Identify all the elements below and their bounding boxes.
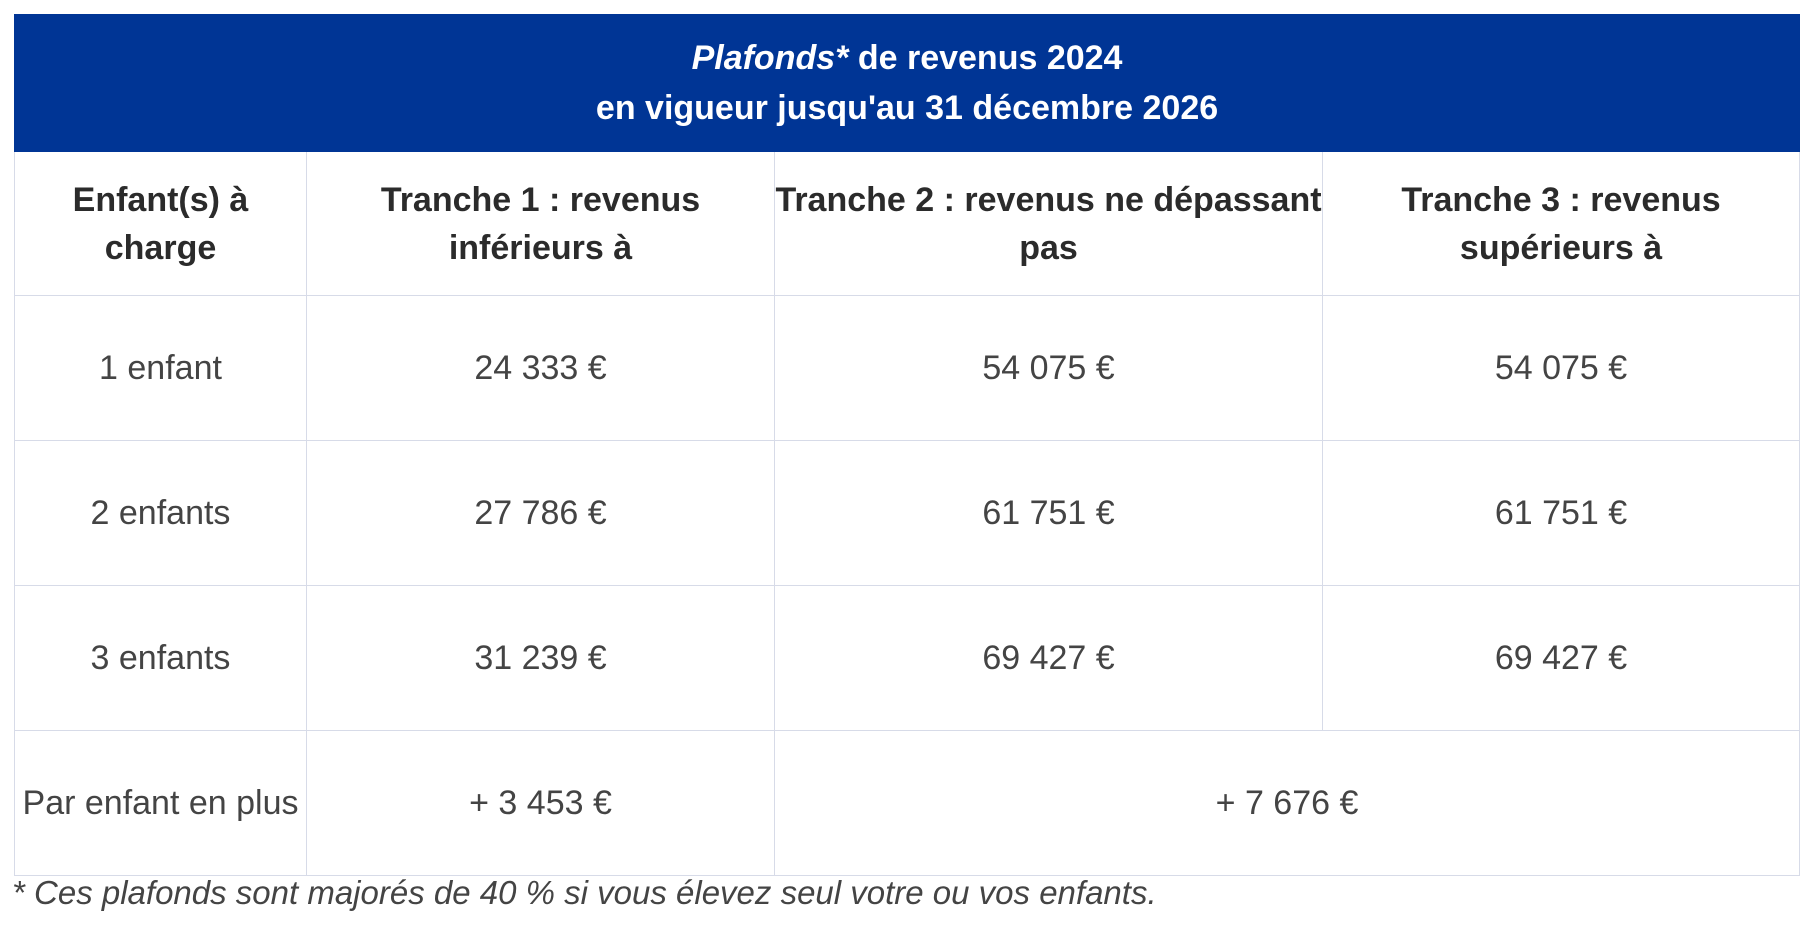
table-title-row: Plafonds* de revenus 2024 en vigueur jus… [13, 14, 1801, 152]
cell-tranche-2: 54 075 € [774, 295, 1323, 441]
cell-tranche-1: 31 239 € [306, 585, 775, 731]
cell-tranche-1: + 3 453 € [306, 730, 775, 876]
cell-tranche-2: 61 751 € [774, 440, 1323, 586]
header-tranche-1: Tranche 1 : revenus inférieurs à [306, 151, 775, 296]
footnote: * Ces plafonds sont majorés de 40 % si v… [12, 874, 1157, 911]
table-row: 3 enfants 31 239 € 69 427 € 69 427 € [14, 585, 1801, 731]
cell-tranche-3: 69 427 € [1321, 585, 1801, 731]
row-label: 1 enfant [14, 295, 307, 441]
title-rest: de revenus 2024 [848, 39, 1123, 77]
cell-tranche-1: 27 786 € [306, 440, 775, 586]
row-label: 3 enfants [14, 585, 307, 731]
header-tranche-2: Tranche 2 : revenus ne dépassant pas [774, 151, 1323, 296]
table-row: 2 enfants 27 786 € 61 751 € 61 751 € [14, 440, 1801, 586]
table-row-extra-child: Par enfant en plus + 3 453 € + 7 676 € [14, 730, 1801, 876]
cell-tranche-3: 61 751 € [1321, 440, 1801, 586]
cell-tranche-3: 54 075 € [1321, 295, 1801, 441]
cell-tranche-2: 69 427 € [774, 585, 1323, 731]
row-label: 2 enfants [14, 440, 307, 586]
header-row: Enfant(s) à charge Tranche 1 : revenus i… [14, 151, 1801, 296]
table-row: 1 enfant 24 333 € 54 075 € 54 075 € [14, 295, 1801, 441]
table-title: Plafonds* de revenus 2024 en vigueur jus… [13, 14, 1801, 152]
title-line-2: en vigueur jusqu'au 31 décembre 2026 [595, 89, 1219, 127]
cell-tranche-1: 24 333 € [306, 295, 775, 441]
row-label: Par enfant en plus [14, 730, 307, 876]
header-children: Enfant(s) à charge [14, 151, 307, 296]
cell-tranche-2-3: + 7 676 € [773, 730, 1801, 876]
title-italic-part: Plafonds* [691, 39, 849, 77]
header-tranche-3: Tranche 3 : revenus supérieurs à [1321, 151, 1801, 296]
income-ceiling-table: Plafonds* de revenus 2024 en vigueur jus… [13, 14, 1801, 876]
